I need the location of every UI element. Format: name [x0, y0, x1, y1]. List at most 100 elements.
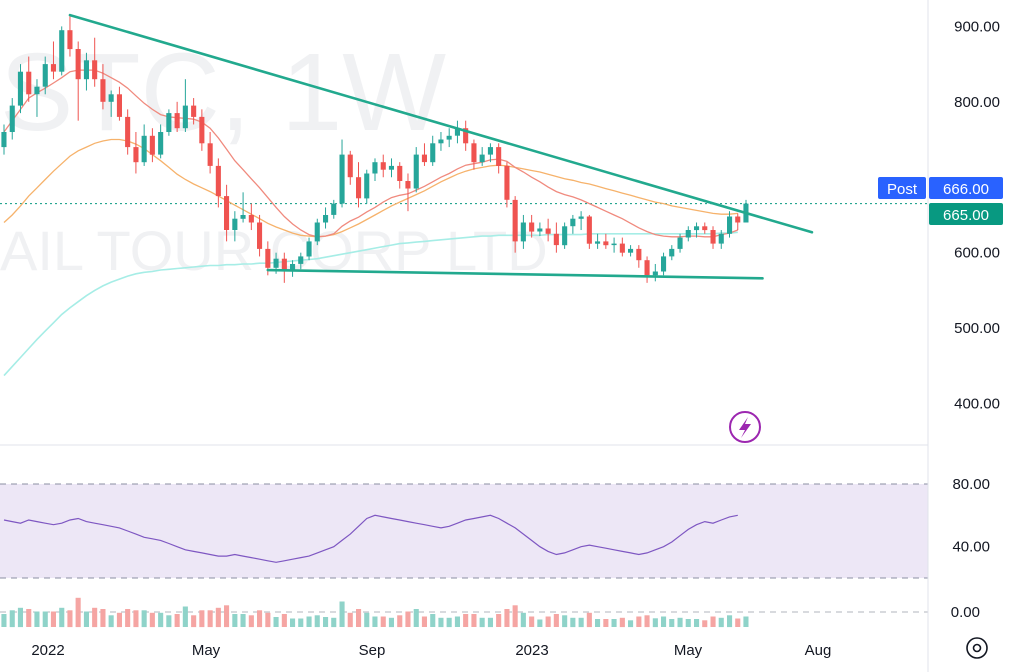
volume-bar — [595, 619, 601, 627]
candle-body — [50, 64, 56, 72]
candle-body — [42, 64, 48, 87]
candle-body — [454, 128, 460, 136]
candle-body — [570, 218, 576, 227]
volume-bar — [735, 618, 741, 627]
candle-body — [529, 222, 535, 232]
watermark-line-2: AIL TOUR CORP LTD — [0, 219, 548, 282]
candle-body — [125, 116, 131, 148]
candle-body — [603, 241, 609, 246]
volume-bar — [372, 616, 378, 627]
candle-body — [685, 230, 691, 238]
volume-bar — [685, 619, 691, 627]
gear-icon[interactable] — [966, 637, 988, 659]
volume-bar — [50, 611, 56, 627]
candle-body — [191, 105, 197, 117]
volume-bar — [628, 620, 634, 628]
candles — [1, 15, 749, 283]
volume-bar — [323, 617, 329, 627]
candle-body — [108, 94, 114, 102]
candle-body — [133, 147, 139, 163]
candle-body — [26, 71, 32, 95]
candle-body — [298, 256, 304, 264]
price-axis: 400.00 500.00 600.00 800.00 900.00 40.00 80.00… — [951, 18, 1000, 621]
candle-body — [174, 113, 180, 129]
volume-bar — [83, 611, 89, 627]
rsi-tick-label: 80.00 — [952, 476, 990, 493]
volume-bar — [141, 610, 147, 628]
candle-body — [182, 105, 188, 129]
volume-bar — [446, 617, 452, 628]
candle-body — [562, 226, 568, 246]
volume-bar — [314, 615, 320, 628]
volume-bar — [75, 597, 81, 628]
volume-bar — [290, 618, 296, 627]
volume-tick-label: 0.00 — [951, 604, 980, 621]
volume-bar — [463, 614, 469, 627]
candle-body — [446, 135, 452, 140]
candle-body — [669, 248, 675, 257]
volume-bar — [232, 614, 238, 627]
volume-bar — [380, 616, 386, 627]
gear-icon-inner — [972, 643, 982, 653]
candle-body — [702, 226, 708, 231]
volume-bar — [520, 612, 526, 628]
candle-body — [100, 79, 106, 102]
volume-bar — [545, 616, 551, 627]
candle-body — [388, 165, 394, 170]
candle-body — [545, 228, 551, 234]
volume-bar — [636, 616, 642, 627]
candle-body — [339, 154, 345, 204]
candle-body — [323, 215, 329, 223]
volume-bar — [356, 609, 362, 627]
volume-bar — [281, 614, 287, 627]
candle-body — [636, 248, 642, 261]
post-value: 666.00 — [943, 181, 989, 198]
volume-bar — [479, 617, 485, 628]
candle-body — [421, 154, 427, 163]
volume-bar — [17, 607, 23, 628]
volume-bar — [718, 617, 724, 628]
candle-body — [92, 60, 98, 80]
candle-body — [281, 258, 287, 272]
candle-body — [380, 162, 386, 170]
last-price-box — [929, 203, 1003, 225]
volume-bar — [644, 615, 650, 628]
volume-bar — [166, 615, 172, 628]
volume-bar — [182, 606, 188, 627]
candle-body — [331, 203, 337, 215]
candle-body — [735, 216, 741, 223]
post-label-box — [878, 177, 926, 199]
time-tick-label: 2023 — [515, 642, 548, 659]
candle-body — [240, 215, 246, 219]
price-tick-label: 500.00 — [954, 320, 1000, 337]
volume-bar — [430, 614, 436, 627]
volume-bar — [347, 612, 353, 628]
lightning-icon[interactable] — [729, 411, 761, 443]
candle-body — [504, 165, 510, 200]
candle-body — [67, 30, 73, 50]
volume-bar — [611, 619, 617, 627]
volume-bar — [388, 617, 394, 628]
candle-body — [710, 230, 716, 244]
time-tick-label: May — [192, 642, 221, 659]
candle-body — [586, 216, 592, 244]
volume-bar — [67, 610, 73, 628]
rsi-tick-label: 40.00 — [952, 539, 990, 556]
volume-bar — [496, 614, 502, 627]
rsi-line — [3, 514, 738, 563]
candle-body — [727, 216, 733, 234]
volume-bar — [248, 615, 254, 628]
volume-bar — [199, 610, 205, 628]
price-tick-label: 900.00 — [954, 18, 1000, 35]
candle-body — [405, 181, 411, 189]
candle-body — [59, 30, 65, 72]
volume-bar — [586, 612, 592, 628]
gear-icon-outer — [966, 637, 988, 659]
trendlines[interactable] — [68, 13, 814, 280]
candle-body — [166, 113, 172, 132]
ema-fast-line — [3, 69, 739, 238]
volume-bar — [652, 618, 658, 628]
candle-body — [199, 116, 205, 144]
